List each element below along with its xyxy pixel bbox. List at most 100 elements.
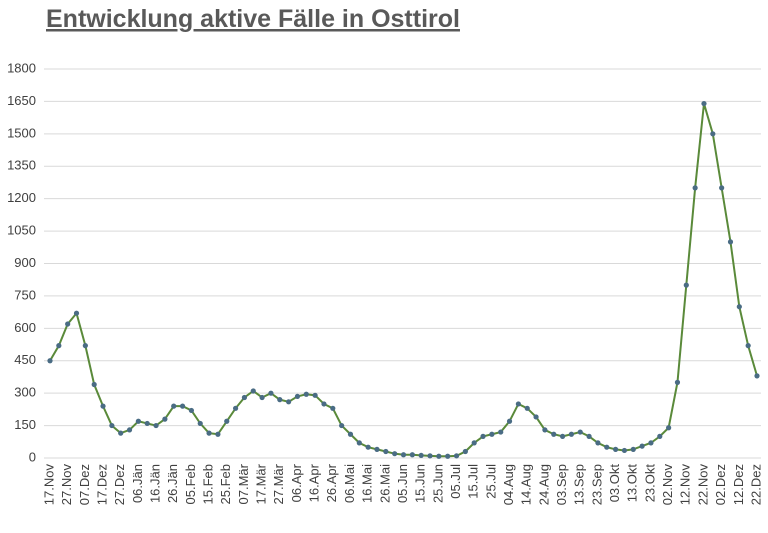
data-point (515, 401, 521, 407)
y-tick-label: 1650 (7, 93, 36, 108)
data-point (330, 405, 336, 411)
data-point (542, 427, 548, 433)
x-tick-label: 25.Feb (218, 464, 233, 504)
data-point (674, 379, 681, 385)
data-point (418, 452, 424, 459)
data-point (171, 403, 177, 409)
data-point (312, 392, 318, 398)
x-tick-label: 07.Dez (77, 464, 92, 505)
y-tick-label: 600 (14, 320, 36, 335)
data-point (144, 420, 150, 427)
data-point (347, 431, 354, 437)
x-tick-label: 27.Nov (59, 464, 74, 506)
x-tick-label: 25.Jul (483, 464, 498, 499)
data-point (91, 381, 97, 388)
data-point (303, 391, 309, 397)
data-point (135, 418, 141, 424)
y-tick-label: 1200 (7, 190, 36, 205)
x-tick-label: 13.Sep (572, 464, 587, 505)
data-point (604, 444, 610, 450)
x-tick-label: 12.Nov (678, 464, 693, 506)
data-point (409, 452, 415, 458)
data-point (100, 403, 106, 409)
x-tick-label: 17.Nov (41, 464, 56, 506)
data-point (524, 405, 530, 411)
data-point (365, 444, 371, 450)
x-tick-label: 22.Nov (695, 464, 710, 506)
x-tick-label: 17.Dez (94, 464, 109, 505)
x-tick-label: 15.Jul (466, 464, 481, 499)
x-tick-label: 05.Jul (448, 464, 463, 499)
data-point (215, 431, 221, 437)
data-point (683, 282, 689, 288)
data-point (259, 394, 265, 401)
data-point (621, 447, 628, 454)
data-line (49, 103, 758, 458)
data-point (436, 453, 442, 459)
x-tick-label: 13.Okt (625, 464, 640, 503)
data-point (427, 453, 433, 459)
x-tick-label: 02.Dez (713, 464, 728, 505)
data-point (188, 407, 194, 414)
x-tick-label: 03.Sep (554, 464, 569, 505)
data-point (498, 429, 504, 435)
data-point (657, 433, 663, 439)
data-point (197, 420, 203, 427)
data-point (179, 403, 186, 409)
data-point (383, 448, 389, 455)
y-tick-label: 1050 (7, 223, 36, 238)
data-point (586, 433, 592, 439)
x-tick-label: 03.Okt (607, 464, 622, 503)
data-point (250, 388, 256, 394)
data-point (73, 310, 80, 316)
data-point (294, 393, 301, 400)
data-point (559, 433, 566, 439)
data-point (577, 429, 583, 435)
data-point (286, 399, 292, 405)
y-tick-label: 300 (14, 385, 36, 400)
x-tick-label: 06.Mai (342, 464, 357, 503)
data-point (595, 440, 601, 446)
data-point (613, 446, 619, 452)
data-point (206, 430, 212, 436)
data-point (392, 451, 398, 457)
y-tick-label: 900 (14, 255, 36, 270)
y-tick-label: 1350 (7, 158, 36, 173)
data-point (241, 394, 248, 401)
data-point (551, 431, 557, 437)
data-point (224, 418, 230, 424)
y-tick-label: 1500 (7, 125, 36, 140)
data-point (118, 430, 124, 436)
x-tick-label: 12.Dez (731, 464, 746, 505)
data-point (533, 414, 539, 420)
data-point (630, 446, 636, 452)
y-tick-label: 0 (29, 449, 36, 464)
data-point (268, 390, 274, 396)
y-tick-label: 750 (14, 287, 36, 302)
data-point (745, 343, 751, 349)
data-point (153, 422, 159, 429)
data-point (710, 131, 716, 137)
data-point (692, 185, 698, 191)
data-point (453, 453, 460, 459)
x-tick-label: 04.Aug (501, 464, 516, 505)
x-tick-label: 16.Apr (307, 463, 322, 502)
chart-title: Entwicklung aktive Fälle in Osttirol (46, 5, 460, 33)
x-tick-label: 27.Dez (112, 464, 127, 505)
y-tick-label: 150 (14, 417, 36, 432)
data-point (232, 405, 239, 411)
x-tick-label: 17.Mär (254, 463, 269, 504)
data-point (65, 321, 71, 327)
data-point (321, 401, 327, 407)
x-tick-label: 15.Jun (413, 464, 428, 503)
x-tick-label: 26.Mai (377, 464, 392, 503)
data-point (719, 185, 725, 191)
data-point (277, 397, 283, 403)
data-point (648, 440, 654, 446)
data-point (56, 343, 62, 349)
x-tick-label: 05.Feb (183, 464, 198, 504)
data-point (568, 431, 575, 437)
x-tick-label: 06.Apr (289, 463, 304, 502)
x-tick-label: 23.Sep (589, 464, 604, 505)
